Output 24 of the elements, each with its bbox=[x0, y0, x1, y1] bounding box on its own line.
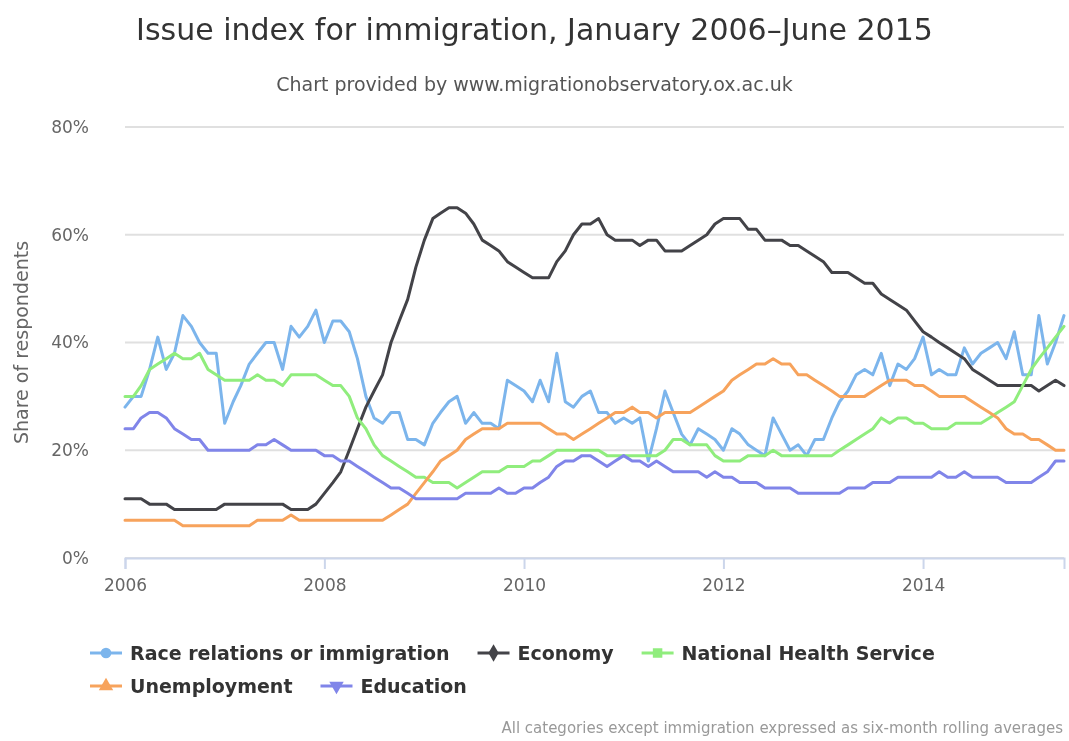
y-tick-label: 0% bbox=[62, 547, 89, 568]
line-series bbox=[123, 324, 1066, 490]
legend-label: Race relations or immigration bbox=[130, 642, 450, 664]
chart-title: Issue index for immigration, January 2006–June 2015 bbox=[136, 12, 933, 47]
x-tick-label: 2010 bbox=[502, 575, 547, 596]
line-series bbox=[123, 206, 1066, 512]
legend-label: National Health Service bbox=[681, 642, 935, 664]
chart-subtitle: Chart provided by www.migrationobservatory.ox.ac.uk bbox=[276, 73, 793, 95]
x-tick-label: 2012 bbox=[702, 575, 746, 596]
legend-label: Unemployment bbox=[130, 675, 293, 697]
y-tick-label: 60% bbox=[51, 224, 89, 245]
text: All categories except immigration expressed as six-month rolling averages bbox=[501, 719, 1064, 737]
line-series bbox=[123, 357, 1066, 528]
line-series bbox=[123, 411, 1066, 501]
y-tick-label: 80% bbox=[51, 116, 89, 137]
legend-label: Education bbox=[360, 675, 467, 697]
line-series bbox=[123, 308, 1066, 463]
x-tick-label: 2008 bbox=[303, 575, 347, 596]
x-tick-label: 2006 bbox=[103, 575, 148, 596]
y-tick-label: 40% bbox=[51, 332, 89, 353]
x-tick-label: 2014 bbox=[901, 575, 946, 596]
y-axis-title: Share of respondents bbox=[10, 240, 32, 445]
legend-label: Economy bbox=[517, 642, 615, 664]
y-tick-label: 20% bbox=[51, 440, 89, 461]
